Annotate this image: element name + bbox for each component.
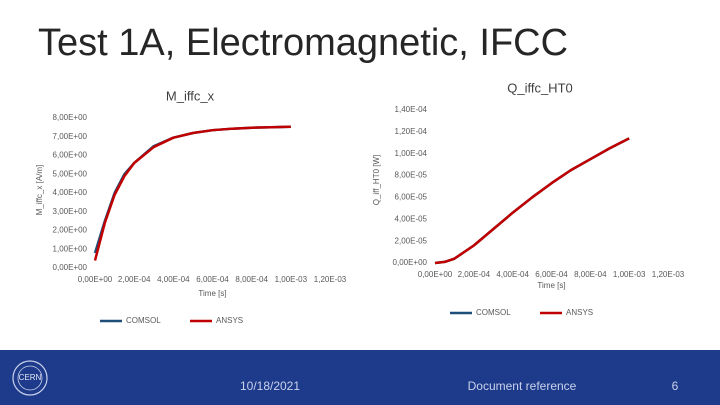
x-tick-label: 6,00E-04 [196, 275, 229, 284]
x-tick-label: 2,00E-04 [118, 275, 151, 284]
y-axis-label: M_iffc_x [A/m] [35, 165, 44, 216]
chart-title: M_iffc_x [166, 88, 215, 103]
y-tick-label: 2,00E+00 [53, 226, 88, 235]
footer-reference: Document reference [468, 379, 577, 393]
y-axis-label: Q_iff_HT0 [W] [372, 155, 381, 206]
y-tick-label: 6,00E+00 [53, 151, 88, 160]
y-tick-label: 6,00E-05 [395, 193, 428, 202]
footer-date: 10/18/2021 [240, 379, 300, 393]
y-tick-label: 4,00E-05 [395, 214, 428, 223]
series-line [434, 137, 630, 265]
legend-label: COMSOL [126, 316, 161, 325]
logo-ring [12, 360, 48, 396]
y-tick-label: 5,00E+00 [53, 169, 88, 178]
x-axis-label: Time [s] [198, 289, 226, 298]
x-tick-label: 0,00E+00 [418, 270, 453, 279]
y-tick-label: 8,00E+00 [53, 113, 88, 122]
y-tick-label: 7,00E+00 [53, 132, 88, 141]
x-tick-label: 1,00E-03 [275, 275, 308, 284]
x-tick-label: 0,00E+00 [78, 275, 113, 284]
footer-band [0, 350, 720, 405]
x-tick-label: 1,00E-03 [613, 270, 646, 279]
chart-title: Q_iffc_HT0 [507, 80, 573, 95]
y-tick-label: 8,00E-05 [395, 171, 428, 180]
y-tick-label: 1,20E-04 [395, 127, 428, 136]
y-tick-label: 3,00E+00 [53, 207, 88, 216]
x-tick-label: 8,00E-04 [574, 270, 607, 279]
y-tick-label: 0,00E+00 [53, 263, 88, 272]
y-tick-label: 0,00E+00 [393, 258, 428, 267]
x-tick-label: 1,20E-03 [314, 275, 347, 284]
footer-page: 6 [672, 379, 679, 393]
legend-label: COMSOL [476, 308, 511, 317]
chart: Q_iffc_HT0 0,00E+00 2,00E-05 4,00E-05 6,00E-… [372, 80, 685, 317]
y-tick-label: 1,40E-04 [395, 105, 428, 114]
y-tick-label: 4,00E+00 [53, 188, 88, 197]
y-tick-label: 2,00E-05 [395, 236, 428, 245]
x-tick-label: 8,00E-04 [235, 275, 268, 284]
legend-label: ANSYS [216, 316, 243, 325]
logo-text: CERN [19, 373, 42, 382]
x-tick-label: 2,00E-04 [458, 270, 491, 279]
slide-title: Test 1A, Electromagnetic, IFCC [38, 22, 568, 64]
x-tick-label: 1,20E-03 [652, 270, 685, 279]
x-axis-label: Time [s] [537, 281, 565, 290]
series-line [434, 137, 630, 265]
y-tick-label: 1,00E-04 [395, 149, 428, 158]
logo: CERN [12, 360, 48, 396]
x-tick-label: 4,00E-04 [157, 275, 190, 284]
legend-label: ANSYS [566, 308, 593, 317]
series-line [93, 125, 291, 261]
x-tick-label: 6,00E-04 [535, 270, 568, 279]
y-tick-label: 1,00E+00 [53, 244, 88, 253]
series-line [93, 125, 291, 254]
logo-ring [17, 365, 43, 391]
x-tick-label: 4,00E-04 [496, 270, 529, 279]
chart: M_iffc_x 0,00E+00 1,00E+00 2,00E+00 3,00E+00… [35, 88, 347, 325]
